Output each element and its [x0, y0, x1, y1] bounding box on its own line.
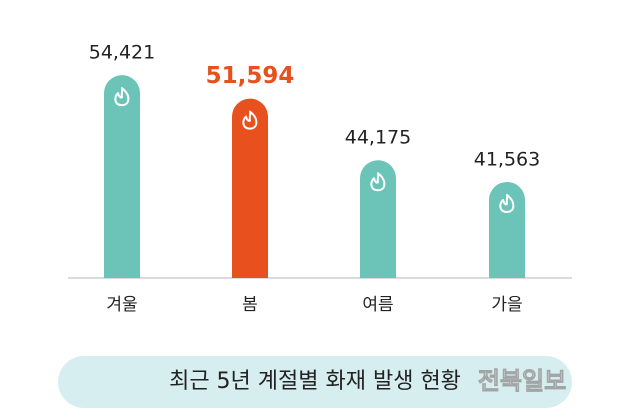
flame-icon — [114, 87, 130, 107]
flame-icon — [499, 193, 515, 213]
x-tick-label: 겨울 — [106, 295, 137, 315]
flame-icon — [370, 172, 386, 192]
flame-icon — [242, 110, 258, 130]
x-tick-label: 가을 — [491, 295, 522, 315]
value-label: 51,594 — [206, 63, 295, 89]
bar — [232, 98, 268, 278]
x-tick-label: 여름 — [362, 295, 393, 315]
value-label: 54,421 — [89, 42, 155, 64]
bar — [360, 160, 396, 278]
title-pill — [58, 356, 572, 408]
bar — [104, 75, 140, 278]
watermark: 전북일보 — [478, 367, 566, 395]
value-label: 41,563 — [474, 148, 540, 170]
x-tick-label: 봄 — [242, 295, 258, 315]
value-label: 44,175 — [345, 127, 411, 149]
bar — [489, 181, 525, 278]
chart-title: 최근 5년 계절별 화재 발생 현황 — [169, 369, 461, 394]
